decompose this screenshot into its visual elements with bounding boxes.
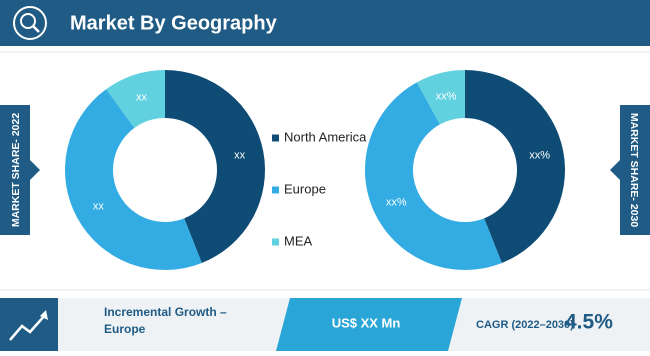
data-label: xx [93,201,105,213]
donut-segment [465,70,565,263]
growth-label: Incremental Growth – Europe [104,305,227,336]
legend-swatch [272,238,279,246]
donut-segment [106,70,165,128]
data-label: xx% [386,196,407,208]
growth-icon [9,313,47,341]
data-label: xx [234,150,246,162]
data-label: xx% [529,150,550,162]
header-icon [20,13,36,29]
data-label: xx% [436,90,457,102]
legend-label: North America [284,129,367,144]
charts: xx xx xx xx% xx% xx% North America Europe MEA [64,70,565,271]
cagr-value: 4.5% [565,311,613,334]
header-icon [13,6,47,40]
donut-segment [64,89,202,270]
legend-swatch [272,186,279,194]
footer-icon-box [0,298,58,351]
header-icon [32,25,40,33]
legend-label: MEA [284,233,313,248]
donut-segment [165,70,266,263]
side-label: MARKET SHARE- 2030 [628,113,640,228]
growth-value: US$ XX Mn [332,315,401,330]
growth-value-box [276,298,462,351]
cagr-label: CAGR (2022–2030) [476,319,574,331]
side-label: MARKET SHARE- 2022 [10,113,22,228]
legend-swatch [272,134,279,142]
side-tab [0,105,40,235]
legend-label: Europe [284,181,326,196]
growth-icon [40,310,48,320]
header-title: Market By Geography [70,12,278,34]
donut-segment [364,82,502,271]
header-bar [0,0,650,46]
data-label: xx [136,92,148,104]
side-tab [610,105,650,235]
donut-segment [416,70,465,125]
